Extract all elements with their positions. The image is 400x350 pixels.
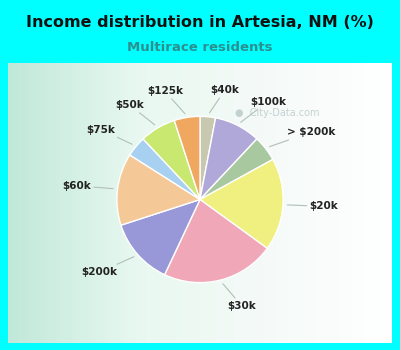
Text: Multirace residents: Multirace residents <box>127 41 273 54</box>
Wedge shape <box>174 116 200 200</box>
Text: $20k: $20k <box>287 201 338 211</box>
Text: Income distribution in Artesia, NM (%): Income distribution in Artesia, NM (%) <box>26 15 374 30</box>
Text: $30k: $30k <box>223 284 256 311</box>
Wedge shape <box>200 139 273 200</box>
Text: $125k: $125k <box>147 86 185 114</box>
Text: $40k: $40k <box>210 85 239 113</box>
Text: $100k: $100k <box>241 97 286 122</box>
Text: $50k: $50k <box>115 100 155 125</box>
Wedge shape <box>165 199 267 282</box>
Wedge shape <box>121 199 200 275</box>
Wedge shape <box>200 160 283 248</box>
Text: $60k: $60k <box>62 181 113 191</box>
Text: > $200k: > $200k <box>270 127 335 147</box>
Wedge shape <box>200 118 257 199</box>
Wedge shape <box>143 120 200 200</box>
Text: $200k: $200k <box>82 257 134 277</box>
Text: ●  City-Data.com: ● City-Data.com <box>234 108 319 118</box>
Text: $75k: $75k <box>86 125 132 144</box>
Wedge shape <box>130 139 200 200</box>
Wedge shape <box>200 116 216 200</box>
Wedge shape <box>117 155 200 225</box>
